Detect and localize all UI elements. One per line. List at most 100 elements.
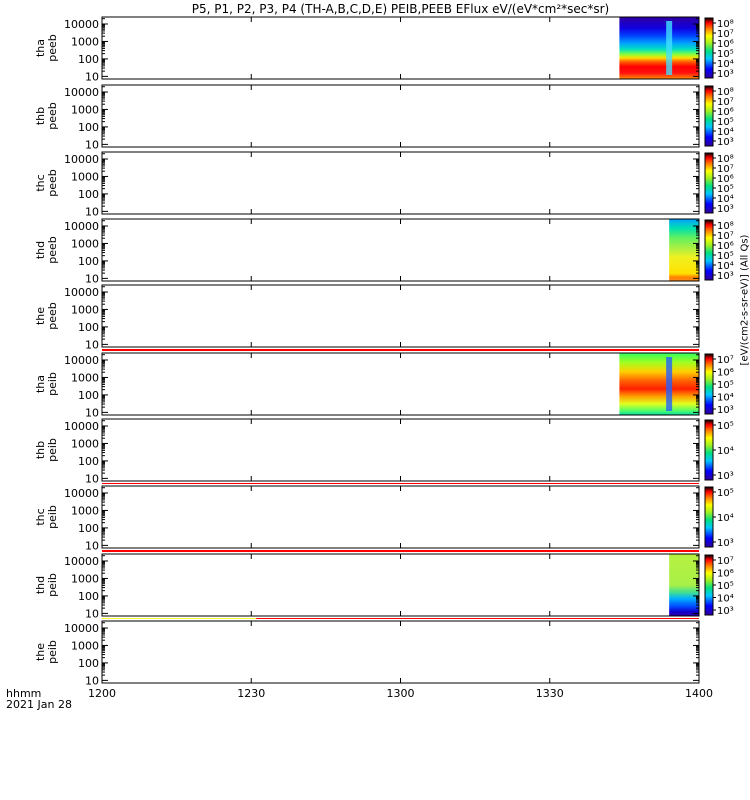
status-bar-segment	[102, 483, 699, 484]
y-tick-label: 1000	[71, 237, 99, 250]
y-tick-label: 10000	[64, 420, 99, 433]
colorbar-tick-label: 10⁶	[717, 241, 734, 252]
spectrogram-spike-tha-peeb	[666, 21, 673, 75]
y-tick-label: 1000	[71, 371, 99, 384]
y-tick-label: 100	[78, 455, 99, 468]
spectrogram-data-thd-peib	[669, 554, 699, 616]
panel-label: tha	[34, 375, 47, 393]
panel-label: the	[34, 307, 47, 325]
y-tick-label: 1000	[71, 572, 99, 585]
colorbar-tick-label: 10⁴	[717, 513, 734, 524]
spectrogram-spike-tha-peib	[666, 357, 673, 411]
x-tick-label: 1230	[237, 687, 265, 700]
y-tick-label: 1000	[71, 35, 99, 48]
panel-frame-thb-peeb	[101, 84, 700, 148]
colorbar-tick-label: 10⁵	[717, 251, 734, 262]
colorbar-tick-label: 10⁴	[717, 59, 734, 70]
y-tick-label: 10000	[64, 18, 99, 31]
colorbar-thb-peeb	[704, 85, 714, 147]
panel-label: peib	[46, 505, 59, 529]
colorbar-tick-label: 10⁶	[717, 39, 734, 50]
panel-label: thc	[34, 508, 47, 525]
y-tick-label: 1000	[71, 639, 99, 652]
panel-label: peeb	[46, 169, 59, 197]
colorbar-tick-label: 10⁶	[717, 368, 734, 379]
y-tick-label: 10	[85, 70, 99, 83]
colorbar-tick-label: 10⁴	[717, 127, 734, 138]
colorbar-tha-peib	[704, 353, 714, 415]
y-tick-label: 1000	[71, 303, 99, 316]
y-tick-label: 10	[85, 205, 99, 218]
y-tick-label: 100	[78, 522, 99, 535]
y-tick-label: 100	[78, 321, 99, 334]
y-tick-label: 10	[85, 272, 99, 285]
colorbar-tick-label: 10⁷	[717, 29, 734, 40]
y-tick-label: 10	[85, 338, 99, 351]
panel-frame-thc-peib	[101, 485, 700, 549]
panel-label: thc	[34, 174, 47, 191]
colorbar-tick-label: 10⁴	[717, 446, 734, 457]
y-tick-label: 1000	[71, 504, 99, 517]
y-tick-label: 10	[85, 674, 99, 687]
y-tick-label: 1000	[71, 437, 99, 450]
colorbar-tick-label: 10⁴	[717, 393, 734, 404]
x-tick-label: 1200	[88, 687, 116, 700]
status-bar-segment	[102, 349, 699, 351]
colorbar-tick-label: 10⁵	[717, 380, 734, 391]
y-tick-label: 10000	[64, 153, 99, 166]
status-bar-segment	[102, 618, 257, 619]
y-tick-label: 100	[78, 255, 99, 268]
colorbar-tick-label: 10⁵	[717, 184, 734, 195]
x-axis-label: 2021 Jan 28	[6, 698, 72, 711]
panel-label: peeb	[46, 102, 59, 130]
colorbar-tick-label: 10⁶	[717, 569, 734, 580]
colorbar-tick-label: 10⁶	[717, 174, 734, 185]
panel-frame-tha-peeb	[101, 16, 700, 80]
y-tick-label: 10000	[64, 220, 99, 233]
panel-label: peib	[46, 573, 59, 597]
y-tick-label: 10	[85, 539, 99, 552]
y-tick-label: 10000	[64, 286, 99, 299]
colorbar-tick-label: 10³	[717, 69, 734, 80]
colorbar-tick-label: 10⁴	[717, 594, 734, 605]
colorbar-tick-label: 10³	[717, 271, 734, 282]
colorbar-tick-label: 10⁵	[717, 117, 734, 128]
colorbar-tick-label: 10⁸	[717, 154, 734, 165]
panel-label: peeb	[46, 302, 59, 330]
y-tick-label: 100	[78, 590, 99, 603]
status-bar-segment	[102, 550, 699, 552]
colorbar-tick-label: 10⁵	[717, 581, 734, 592]
panel-label: peeb	[46, 34, 59, 62]
colorbar-tick-label: 10³	[717, 405, 734, 416]
colorbar-tick-label: 10³	[717, 471, 734, 482]
colorbar-thb-peib	[704, 419, 714, 481]
colorbar-tick-label: 10³	[717, 606, 734, 617]
colorbar-thd-peeb	[704, 219, 714, 281]
colorbar-tick-label: 10⁷	[717, 97, 734, 108]
colorbar-tick-label: 10⁵	[717, 49, 734, 60]
colorbar-tick-label: 10⁵	[717, 488, 734, 499]
colorbar-tick-label: 10⁴	[717, 194, 734, 205]
panel-label: peib	[46, 640, 59, 664]
x-tick-label: 1400	[685, 687, 713, 700]
colorbar-tick-label: 10⁴	[717, 261, 734, 272]
colorbar-unit-label: [eV/(cm2-s-sr-eV)] (All Qs)	[739, 234, 750, 366]
panel-label: peeb	[46, 236, 59, 264]
panel-label: thb	[34, 107, 47, 125]
colorbar-tick-label: 10⁷	[717, 556, 734, 567]
panel-frame-the-peib	[101, 620, 700, 684]
spectrogram-data-tha-peeb	[619, 17, 699, 79]
y-tick-label: 100	[78, 121, 99, 134]
y-tick-label: 1000	[71, 170, 99, 183]
colorbar-tick-label: 10⁶	[717, 107, 734, 118]
colorbar-tick-label: 10⁵	[717, 421, 734, 432]
panel-label: the	[34, 643, 47, 661]
colorbar-thd-peib	[704, 554, 714, 616]
colorbar-tha-peeb	[704, 17, 714, 79]
x-axis-label: hhmm	[6, 687, 41, 700]
y-tick-label: 10	[85, 607, 99, 620]
plot-title: P5, P1, P2, P3, P4 (TH-A,B,C,D,E) PEIB,P…	[191, 2, 610, 16]
panel-label: tha	[34, 39, 47, 57]
colorbar-tick-label: 10⁸	[717, 87, 734, 98]
